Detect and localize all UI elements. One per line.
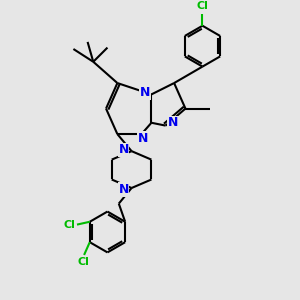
Text: N: N [167, 116, 178, 129]
Text: N: N [118, 143, 129, 156]
Text: Cl: Cl [78, 257, 89, 267]
Text: Cl: Cl [63, 220, 75, 230]
Text: N: N [118, 183, 129, 196]
Text: Cl: Cl [196, 2, 208, 11]
Text: N: N [140, 86, 150, 100]
Text: N: N [138, 132, 148, 145]
